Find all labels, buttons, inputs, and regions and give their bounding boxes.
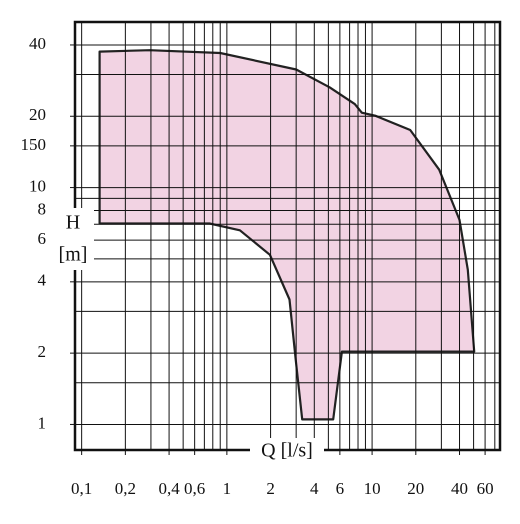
y-tick-label: 1 xyxy=(38,413,47,432)
x-tick-label: 4 xyxy=(310,479,319,498)
y-tick-label: 8 xyxy=(38,199,47,218)
area xyxy=(98,49,476,421)
x-tick-label: 6 xyxy=(336,479,345,498)
x-tick-label: 10 xyxy=(364,479,381,498)
y-tick-label: 6 xyxy=(38,229,47,248)
y-tick-label: 40 xyxy=(29,34,46,53)
y-tick-label: 2 xyxy=(38,342,47,361)
x-tick-label: 0,6 xyxy=(184,479,205,498)
x-tick-label: 0,2 xyxy=(115,479,136,498)
x-tick-label: 1 xyxy=(223,479,232,498)
y-axis-label: [m] xyxy=(59,244,88,266)
y-tick-label: 4 xyxy=(38,271,47,290)
x-tick-label: 40 xyxy=(451,479,468,498)
x-axis-label: Q [l/s] xyxy=(261,440,313,462)
y-tick-label: 10 xyxy=(29,176,46,195)
y-tick-label: 20 xyxy=(29,105,46,124)
x-tick-label: 60 xyxy=(477,479,494,498)
y-tick-label: 150 xyxy=(21,135,47,154)
x-tick-label: 0,1 xyxy=(71,479,92,498)
x-tick-label: 0,4 xyxy=(158,479,180,498)
label-bg xyxy=(250,438,324,464)
x-tick-label: 2 xyxy=(266,479,275,498)
label-bg xyxy=(54,208,94,270)
x-tick-label: 20 xyxy=(407,479,424,498)
y-axis-label: H xyxy=(66,212,80,234)
